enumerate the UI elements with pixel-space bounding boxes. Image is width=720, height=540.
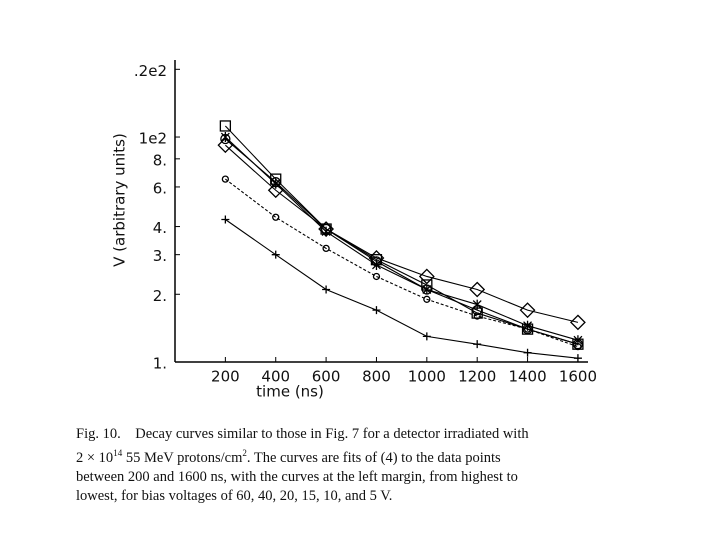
series-line [224, 125, 579, 345]
caption: Fig. 10. Decay curves similar to those i… [76, 425, 676, 506]
marker [220, 133, 231, 145]
marker [570, 314, 586, 331]
marker [270, 177, 281, 188]
marker [472, 305, 483, 316]
marker [421, 284, 432, 295]
caption-line: 2 × 1014 55 MeV protons/cm2. The curves … [76, 444, 676, 468]
marker [219, 120, 232, 132]
superscript: 2 [242, 448, 247, 458]
marker [473, 312, 481, 320]
caption-line: between 200 and 1600 ns, with the curves… [76, 468, 518, 485]
y-tick-label: 2. [153, 287, 167, 305]
caption-text: 2 × 10 [76, 449, 114, 466]
marker [473, 340, 482, 349]
superscript: 14 [113, 448, 123, 458]
x-tick-label: 1600 [559, 368, 597, 386]
y-tick-label: 4. [153, 219, 167, 237]
y-tick-label: 1. [153, 355, 167, 373]
x-tick-label: 200 [211, 368, 240, 386]
series-line [225, 138, 579, 345]
marker [519, 302, 536, 319]
y-tick-label: .2e2 [134, 62, 167, 80]
caption-line: Fig. 10. Decay curves similar to those i… [76, 426, 529, 442]
marker [372, 272, 381, 281]
caption-text: . The curves are fits of (4) to the data… [246, 449, 501, 466]
marker [322, 244, 330, 253]
marker [371, 256, 382, 267]
marker [221, 215, 230, 224]
marker [469, 281, 486, 298]
x-tick-label: 400 [261, 368, 290, 386]
marker [422, 332, 431, 341]
marker [472, 299, 482, 310]
caption-line: lowest, for bias voltages of 60, 40, 20,… [76, 487, 393, 504]
caption-text: 55 MeV protons/cm [122, 449, 243, 466]
marker [322, 285, 331, 294]
marker [523, 325, 532, 333]
marker [321, 226, 331, 237]
marker [220, 132, 230, 143]
marker [418, 268, 435, 285]
chart: time (ns) V (arbitrary units) 1. 2. 3. 4. 6.… [111, 60, 597, 401]
series-line [224, 136, 579, 341]
y-tick-label: 8. [153, 151, 167, 169]
y-tick-label: 3. [153, 247, 167, 265]
marker [372, 306, 381, 315]
marker [272, 213, 280, 221]
marker [572, 339, 584, 350]
marker [221, 175, 230, 183]
marker [573, 354, 582, 363]
x-tick-label: 1400 [508, 368, 546, 386]
marker [271, 250, 280, 259]
y-axis-label: V (arbitrary units) [111, 133, 129, 267]
x-axis-label: time (ns) [256, 383, 324, 401]
x-tick-label: 1000 [408, 368, 446, 386]
marker [423, 295, 431, 303]
x-tick-label: 600 [312, 368, 341, 386]
marker [574, 343, 582, 351]
y-tick-label: 6. [153, 179, 167, 197]
x-tick-label: 1200 [458, 368, 496, 386]
marker [522, 323, 533, 335]
series-line [225, 178, 579, 348]
marker [523, 348, 532, 357]
series-line [225, 219, 578, 359]
marker [320, 223, 332, 235]
series-line [224, 144, 579, 323]
y-tick-label: 1e2 [139, 130, 167, 148]
x-tick-label: 800 [362, 368, 391, 386]
